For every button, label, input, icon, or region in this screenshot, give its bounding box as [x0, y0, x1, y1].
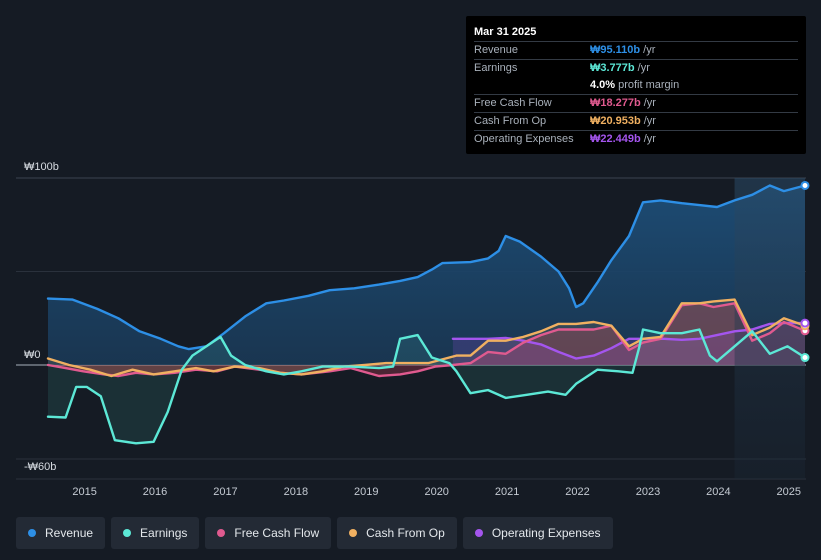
tooltip-unit: profit margin [618, 79, 680, 91]
endpoint-revenue [800, 180, 810, 190]
x-tick-label: 2015 [72, 486, 96, 498]
tooltip-value: ₩95.110b [590, 44, 641, 56]
legend-dot [474, 529, 483, 537]
endpoint-operating-expenses [800, 318, 810, 328]
tooltip-label: Operating Expenses [474, 133, 574, 145]
legend-label: Revenue [45, 526, 94, 540]
area-cash-from-op [48, 299, 805, 376]
y-axis-labels: ₩100b ₩0 -₩60b [24, 161, 59, 473]
tooltip-row-revenue: Revenue ₩95.110b /yr [474, 41, 798, 59]
x-tick-label: 2021 [495, 486, 519, 498]
legend-dot [349, 529, 358, 537]
x-tick-label: 2017 [213, 486, 237, 498]
tooltip-label: Revenue [474, 44, 519, 56]
series-lines [46, 184, 807, 445]
tooltip-unit: /yr [643, 115, 656, 127]
area-revenue [48, 185, 805, 365]
area-operating-expenses [452, 322, 805, 365]
area-earnings [48, 329, 805, 444]
tooltip-value: ₩20.953b [590, 115, 641, 127]
legend-dot [123, 529, 132, 537]
legend-label: Operating Expenses [491, 526, 601, 540]
tooltip-row-fcf: Free Cash Flow ₩18.277b /yr [474, 94, 798, 112]
chart: ₩100b ₩0 -₩60b 2015 2016 2017 2018 2019 2020 202… [16, 161, 810, 498]
y-tick-label: ₩100b [24, 161, 59, 173]
tooltip-label: Free Cash Flow [474, 97, 552, 109]
legend-label: Earnings [140, 526, 188, 540]
tooltip-label: Cash From Op [474, 115, 547, 127]
tooltip-label [474, 77, 590, 94]
legend: Revenue Earnings Free Cash Flow Cash Fro… [16, 517, 613, 549]
tooltip-value: ₩3.777b [590, 62, 635, 74]
area-free-cash-flow [48, 303, 805, 376]
tooltip-row-earnings: Earnings ₩3.777b /yr [474, 59, 798, 77]
tooltip-row-opex: Operating Expenses ₩22.449b /yr [474, 130, 798, 148]
line-revenue [46, 184, 807, 351]
x-tick-label: 2020 [424, 486, 448, 498]
x-tick-label: 2019 [354, 486, 378, 498]
tooltip: Mar 31 2025 Revenue ₩95.110b /yr Earning… [466, 16, 806, 154]
legend-dot [28, 529, 36, 537]
legend-label: Cash From Op [366, 526, 445, 540]
legend-item-operating-expenses[interactable]: Operating Expenses [462, 517, 613, 549]
y-tick-label: -₩60b [24, 461, 56, 473]
x-tick-label: 2018 [284, 486, 308, 498]
legend-item-revenue[interactable]: Revenue [16, 517, 106, 549]
tooltip-row-cfo: Cash From Op ₩20.953b /yr [474, 112, 798, 130]
tooltip-value: ₩22.449b [590, 133, 641, 145]
tooltip-label: Earnings [474, 62, 518, 74]
tooltip-unit: /yr [643, 133, 656, 145]
legend-label: Free Cash Flow [234, 526, 320, 540]
x-axis-labels: 2015 2016 2017 2018 2019 2020 2021 2022 2023 2024… [72, 486, 801, 498]
x-tick-label: 2023 [636, 486, 660, 498]
x-tick-label: 2025 [777, 486, 801, 498]
tooltip-date: Mar 31 2025 [474, 26, 537, 38]
x-tick-label: 2016 [143, 486, 167, 498]
series-areas [48, 185, 805, 444]
tooltip-value: ₩18.277b [590, 97, 641, 109]
legend-item-earnings[interactable]: Earnings [111, 517, 200, 549]
line-cash-from-op [46, 298, 807, 378]
series-endpoints [800, 180, 810, 363]
legend-dot [217, 529, 226, 537]
tooltip-unit: /yr [637, 62, 650, 74]
tooltip-row-margin: 4.0% profit margin [474, 77, 798, 94]
y-tick-label: ₩0 [24, 349, 41, 361]
endpoint-earnings [800, 353, 810, 363]
line-earnings [46, 328, 807, 445]
legend-item-free-cash-flow[interactable]: Free Cash Flow [205, 517, 332, 549]
x-tick-label: 2024 [706, 486, 730, 498]
tooltip-value: 4.0% [590, 79, 616, 91]
tooltip-unit: /yr [643, 97, 656, 109]
legend-item-cash-from-op[interactable]: Cash From Op [337, 517, 457, 549]
tooltip-unit: /yr [643, 44, 656, 56]
x-tick-label: 2022 [565, 486, 589, 498]
